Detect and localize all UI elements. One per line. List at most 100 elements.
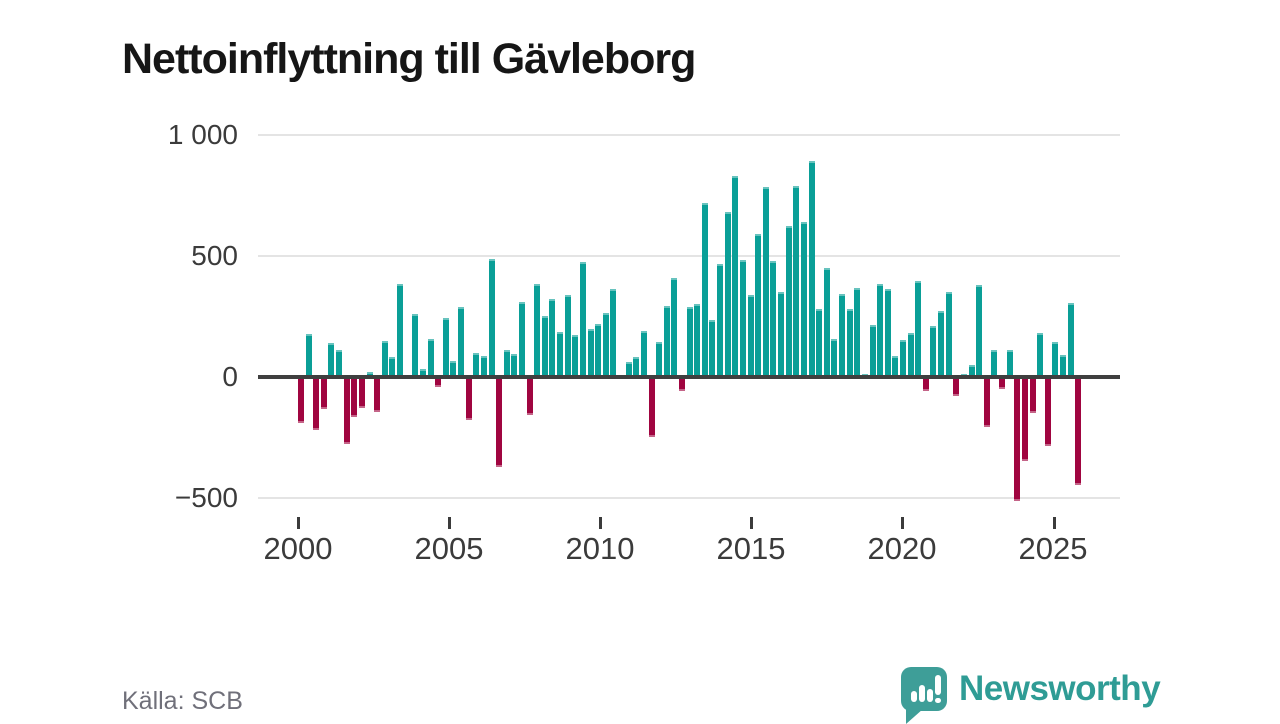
bar-2000K2 [305,334,312,379]
bar-2018K4 [869,325,876,379]
bar-2023K3 [1014,377,1021,501]
bar-2001K3 [343,377,350,444]
bar-2023K4 [1021,377,1028,462]
gridline-1000 [258,134,1120,136]
bar-2020K1 [907,332,914,379]
bar-2002K1 [358,377,365,409]
x-tick-2020 [901,517,905,529]
x-tick-2010 [598,517,602,529]
bar-2012K2 [671,278,678,379]
bar-2022K1 [968,364,975,379]
y-tick-label-500: 500 [191,240,238,271]
bar-2006K3 [496,377,503,468]
bar-2005K1 [450,361,457,379]
bar-2024K2 [1037,332,1044,379]
bar-2006K1 [480,355,487,379]
bar-2007K3 [526,377,533,416]
bar-2013K4 [717,264,724,379]
bar-2014K4 [747,294,754,379]
bar-2020K3 [922,377,929,392]
logo-bar-medium [927,689,933,702]
bar-2001K2 [336,350,343,379]
bar-2022K4 [991,350,998,379]
bar-2013K1 [694,304,701,379]
bar-2007K2 [518,301,525,379]
bar-2017K1 [816,309,823,379]
bar-2007K1 [511,354,518,379]
bar-2017K4 [839,294,846,379]
x-tick-2005 [447,517,451,529]
bar-2010K4 [625,361,632,379]
source-credit: Källa: SCB [122,687,243,715]
x-tick-2015 [750,517,754,529]
bar-2003K2 [397,283,404,379]
x-tick-2000 [296,517,300,529]
bar-2017K2 [823,267,830,379]
bar-2012K3 [679,377,685,392]
bar-2004K4 [442,317,449,379]
x-tick-label-2020: 2020 [867,531,937,566]
bar-2000K4 [320,377,327,410]
bar-2011K1 [633,356,640,379]
logo-exclamation-stem [935,675,941,695]
x-tick-label-2025: 2025 [1018,531,1088,566]
bar-2004K3 [435,377,442,388]
page-title: Nettoinflyttning till Gävleborg [122,34,696,83]
bar-2022K2 [976,285,983,379]
bar-2023K1 [999,377,1006,390]
logo-exclamation-dot [935,697,941,703]
bar-2023K2 [1006,349,1013,379]
bar-2009K3 [587,328,594,379]
brand-name: Newsworthy [959,669,1161,708]
bar-2024K3 [1044,377,1051,446]
bar-2003K1 [389,357,396,379]
bar-2010K2 [610,288,617,379]
bar-2000K1 [298,377,304,423]
plot-area [258,135,1120,501]
bar-2003K4 [412,314,419,379]
x-tick-label-2010: 2010 [565,531,635,566]
bar-2022K3 [983,377,990,427]
bar-2016K3 [800,221,807,379]
bar-2015K2 [762,187,769,379]
zero-axis-line [258,375,1120,379]
bar-2014K3 [739,259,746,379]
bar-2020K4 [930,326,937,379]
bar-2019K3 [892,355,899,379]
bar-2005K3 [465,377,472,421]
bar-2011K2 [640,330,647,379]
bar-2018K2 [854,288,861,379]
bar-2000K3 [313,377,320,431]
bar-2015K3 [770,260,777,379]
bar-2007K4 [534,284,541,379]
bar-2005K4 [473,352,480,379]
bar-2017K3 [831,339,838,379]
bar-2025K2 [1067,303,1074,379]
gridline-500 [258,255,1120,257]
bar-2011K4 [656,341,663,379]
bar-2006K2 [488,259,495,379]
newsworthy-logo-icon [901,667,947,724]
bar-2008K4 [564,294,571,379]
x-tick-label-2000: 2000 [263,531,333,566]
bar-2025K1 [1060,355,1066,379]
y-tick-label-1000: 1 000 [167,119,238,150]
bar-2016K4 [808,160,815,379]
bar-2014K2 [732,175,739,379]
bar-2008K1 [541,315,548,379]
bar-2004K2 [427,339,434,379]
bar-2002K3 [374,377,381,412]
y-tick-label-0: 0 [222,361,238,392]
bar-2001K1 [328,343,335,379]
bar-2019K2 [884,289,891,379]
bar-2014K1 [724,211,731,379]
bar-2025K3 [1075,377,1082,485]
bar-2009K2 [579,261,586,379]
logo-bar-tall [919,685,925,702]
bar-2016K1 [785,226,792,379]
bar-2021K3 [953,377,960,396]
bar-2024K4 [1052,341,1059,379]
bar-2013K3 [709,320,716,379]
bar-2008K2 [549,299,556,379]
